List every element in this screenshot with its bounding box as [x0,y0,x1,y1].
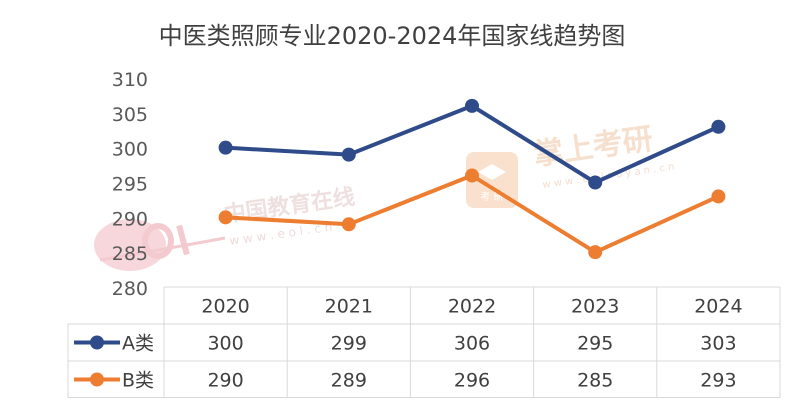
y-tick-label: 285 [112,243,148,265]
data-table-cell: 296 [454,370,490,392]
chart-title: 中医类照顾专业2020-2024年国家线趋势图 [159,22,626,50]
data-table-cell: 293 [700,370,736,392]
y-tick-label: 305 [112,104,148,126]
x-tick-label: 2020 [201,296,249,318]
x-tick-label: 2024 [694,296,742,318]
data-point [218,210,233,225]
x-axis-categories: 2020 2021 2022 2023 2024 [201,296,742,318]
data-point [341,147,356,162]
data-point [218,140,233,155]
data-table-cell: 290 [207,370,243,392]
data-point [465,168,479,183]
data-table-body: A类 300 299 306 295 303 B类 290 289 296 285 293 [74,333,737,392]
data-table-cell: 295 [577,333,613,355]
y-tick-label: 310 [112,69,148,91]
y-tick-label: 280 [112,278,148,300]
legend-label: B类 [122,370,154,392]
x-tick-label: 2023 [571,296,619,318]
data-table-cell: 285 [577,370,613,392]
zsky-badge-text: 考 研 [480,191,503,203]
legend-key-marker [90,372,104,387]
y-tick-label: 300 [112,139,148,161]
data-point [341,217,356,232]
x-tick-label: 2022 [448,296,496,318]
data-table-cell: 289 [331,370,367,392]
data-point [711,189,726,204]
x-tick-label: 2021 [325,296,373,318]
data-table-cell: 299 [331,333,367,355]
data-table-grid [67,286,781,398]
data-table-cell: 306 [454,333,490,355]
y-tick-label: 295 [112,174,148,196]
series-lines [218,98,726,260]
data-point [588,175,603,190]
data-table-cell: 300 [207,333,243,355]
data-table-cell: 303 [700,333,736,355]
legend-label: A类 [122,333,154,355]
data-point [588,245,603,260]
legend-key-marker [90,335,104,350]
y-axis: 310 305 300 295 290 285 280 [112,69,148,300]
data-point [711,119,726,134]
eol-logo [94,219,226,271]
y-tick-label: 290 [112,208,148,230]
data-point [465,98,479,113]
